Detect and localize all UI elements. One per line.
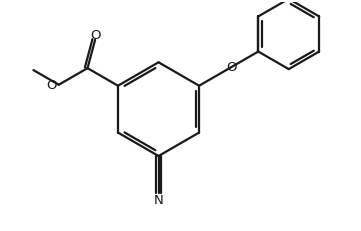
- Text: O: O: [90, 29, 100, 42]
- Text: O: O: [46, 79, 57, 92]
- Text: N: N: [154, 194, 164, 207]
- Text: O: O: [226, 61, 237, 73]
